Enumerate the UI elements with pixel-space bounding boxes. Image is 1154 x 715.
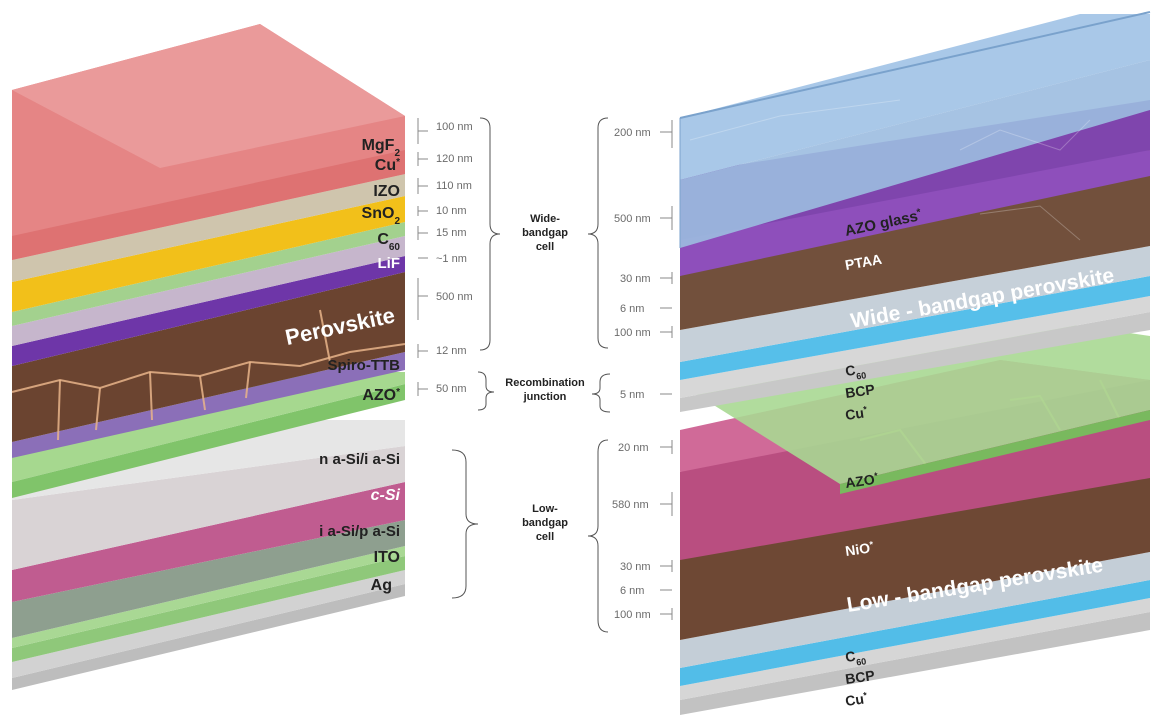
wide-group-line1: Wide- — [530, 213, 560, 225]
label-ni-asi: n a-Si/i a-Si — [319, 451, 400, 468]
layer-spiro — [12, 352, 405, 458]
thickness-sno2: 10 nm — [436, 205, 467, 217]
thickness-cu-bot: 100 nm — [614, 609, 651, 621]
layer-ip-asi — [12, 520, 405, 638]
group-brackets: Wide- bandgap cell Recombination junctio… — [451, 117, 611, 633]
thickness-perovskite: 500 nm — [436, 291, 473, 303]
thickness-azo: 50 nm — [436, 383, 467, 395]
label-nio: NiO* — [844, 539, 875, 559]
label-c60-top: C60 — [844, 360, 867, 383]
wide-group-line2: bandgap — [522, 227, 568, 239]
low-group-line3: cell — [536, 531, 554, 543]
thickness-lbg-perovskite: 580 nm — [612, 499, 649, 511]
low-group-line1: Low- — [532, 503, 558, 515]
wide-group-line3: cell — [536, 241, 554, 253]
label-izo: IZO — [373, 183, 400, 200]
thickness-azo-mid: 5 nm — [620, 389, 644, 401]
label-cu-top: Cu* — [844, 404, 869, 423]
thickness-nio: 20 nm — [618, 442, 649, 454]
layer-mgf2 — [12, 24, 405, 260]
low-bracket-left — [451, 449, 479, 599]
left-thickness-annotations: 100 nm 120 nm 110 nm 10 nm 15 nm ~1 nm 5… — [417, 118, 473, 396]
low-bracket-right — [587, 439, 609, 633]
thickness-izo: 110 nm — [436, 180, 472, 192]
thickness-spiro: 12 nm — [436, 345, 467, 357]
recomb-group-line1: Recombination — [505, 377, 585, 389]
layer-sno2 — [12, 222, 405, 326]
label-bcp-bot: BCP — [844, 667, 876, 687]
layer-perovskite — [11, 272, 406, 442]
layer-ito — [12, 546, 405, 662]
label-azo: AZO* — [362, 387, 400, 405]
label-ip-asi: i a-Si/p a-Si — [319, 523, 400, 540]
layer-cu-top — [680, 296, 1150, 412]
layer-ni-asi — [12, 420, 405, 570]
layer-cu — [12, 174, 405, 282]
layer-azo-mid — [680, 320, 1150, 494]
wide-bracket-left — [479, 117, 501, 351]
right-layer-stack — [679, 11, 1151, 715]
layer-cu-bottom — [680, 598, 1150, 715]
layer-izo — [12, 196, 405, 312]
thickness-c60-top: 30 nm — [620, 273, 651, 285]
label-azo-mid: AZO* — [844, 470, 879, 491]
label-cu-bot: Cu* — [844, 690, 869, 709]
layer-azo — [12, 372, 405, 498]
label-c60-bot: C60 — [844, 646, 867, 669]
thickness-cu: 120 nm — [436, 153, 473, 165]
layer-ag-face — [12, 570, 405, 678]
label-spiro: Spiro-TTB — [328, 357, 401, 374]
layer-c60-top — [680, 246, 1150, 362]
layer-c60-bottom — [680, 552, 1150, 668]
label-ptaa: PTAA — [844, 251, 883, 273]
layer-azo-glass — [679, 11, 1151, 248]
thickness-mgf2: 100 nm — [436, 121, 473, 133]
layer-c60 — [12, 236, 405, 346]
recomb-bracket-left — [477, 371, 495, 411]
layer-ag — [12, 570, 405, 690]
label-c60: C60 — [377, 231, 400, 253]
thickness-lif: ~1 nm — [436, 253, 467, 265]
layer-lif — [12, 256, 405, 366]
label-ag: Ag — [371, 577, 392, 594]
label-lif: LiF — [378, 255, 401, 272]
left-layer-stack — [11, 24, 406, 690]
thickness-azo-glass: 200 nm — [614, 127, 651, 139]
layer-csi — [12, 482, 405, 602]
right-thickness-annotations: 200 nm 500 nm 30 nm 6 nm 100 nm 5 nm 20 … — [612, 120, 673, 621]
thickness-c60-bot: 30 nm — [620, 561, 651, 573]
thickness-wbg-perovskite: 500 nm — [614, 213, 651, 225]
label-mgf2: MgF2 — [362, 137, 401, 159]
recomb-bracket-right — [591, 373, 611, 413]
wide-bracket-right — [587, 117, 609, 349]
label-csi: c-Si — [371, 487, 401, 504]
low-group-line2: bandgap — [522, 517, 568, 529]
recomb-group-line2: junction — [523, 391, 567, 403]
thickness-cu-top: 100 nm — [614, 327, 651, 339]
thickness-c60: 15 nm — [436, 227, 467, 239]
label-ito: ITO — [374, 549, 400, 566]
thickness-bcp-bot: 6 nm — [620, 585, 644, 597]
label-bcp-top: BCP — [844, 381, 876, 401]
label-cu: Cu* — [375, 157, 400, 175]
thickness-bcp-top: 6 nm — [620, 303, 644, 315]
layer-bcp-bottom — [680, 580, 1150, 686]
layer-bcp-top — [680, 276, 1150, 380]
label-sno2: SnO2 — [362, 205, 401, 227]
